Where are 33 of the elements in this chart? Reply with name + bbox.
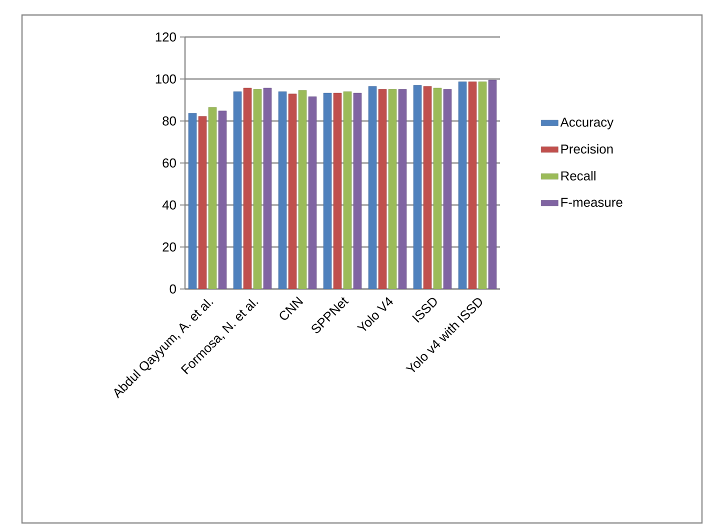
y-tick-label: 80 (162, 116, 176, 126)
bar (278, 91, 287, 289)
legend-label: Precision (561, 144, 613, 154)
bar (378, 89, 387, 289)
legend-label: Recall (561, 170, 596, 180)
legend-label: F-measure (561, 198, 622, 207)
y-tick-label: 40 (162, 200, 176, 210)
bar (333, 92, 342, 289)
bar (323, 92, 332, 289)
bar (468, 82, 477, 289)
bar (298, 90, 307, 289)
y-tick-label: 100 (156, 74, 176, 84)
bar (423, 86, 432, 289)
legend-label: Accuracy (560, 118, 614, 130)
bar (198, 116, 207, 289)
bar (388, 89, 397, 289)
bar (243, 88, 252, 289)
bar (253, 89, 262, 289)
y-tick-label: 60 (162, 158, 176, 168)
bar (458, 82, 467, 289)
bar (343, 91, 352, 289)
bar (413, 85, 422, 289)
bar (233, 91, 242, 289)
bar (368, 86, 377, 289)
bar (433, 88, 442, 289)
y-tick-label: 20 (162, 242, 176, 252)
y-tick-label: 0 (170, 284, 176, 294)
y-tick-label: 120 (156, 32, 176, 42)
bar (188, 113, 197, 289)
bar (288, 94, 297, 289)
bar (208, 107, 217, 289)
x-tick-label: Yolo V4 (356, 297, 393, 331)
bar (478, 82, 487, 289)
